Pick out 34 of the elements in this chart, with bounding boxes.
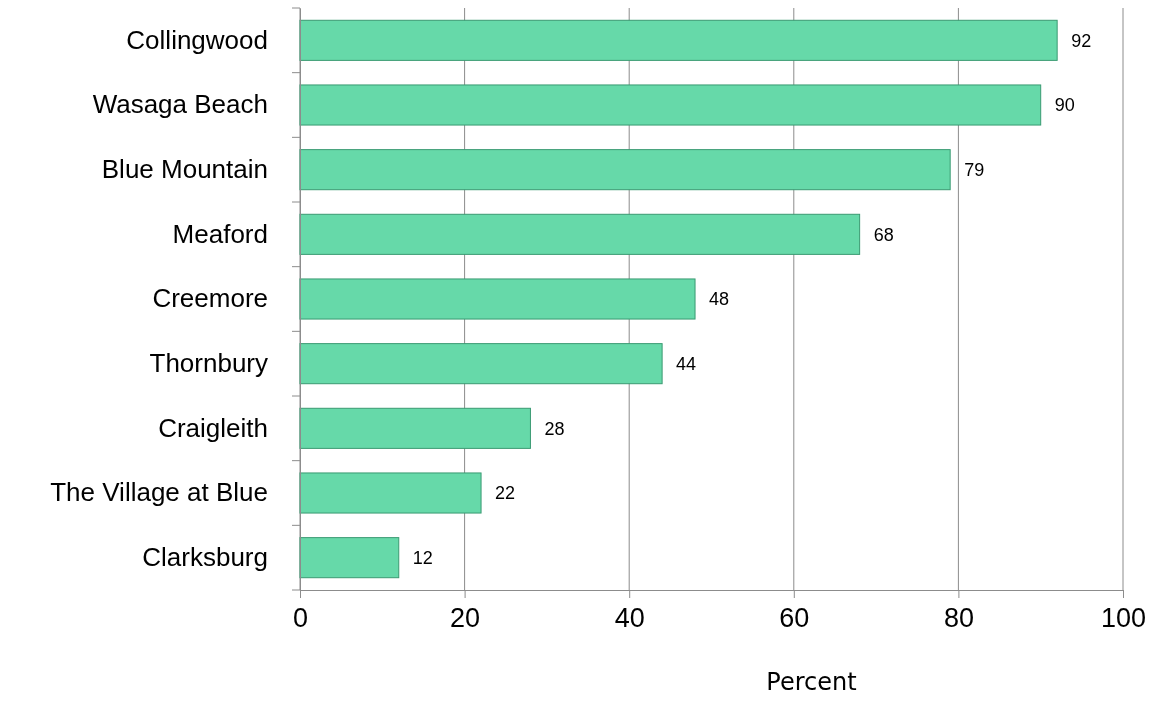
bar — [299, 278, 696, 320]
data-label: 22 — [495, 483, 516, 504]
data-label: 28 — [544, 418, 565, 439]
data-label: 48 — [709, 289, 730, 310]
data-label: 44 — [676, 353, 697, 374]
x-tick-label: 100 — [1100, 603, 1147, 634]
bar — [299, 149, 951, 191]
y-tick-label: Blue Mountain — [101, 153, 268, 184]
bar — [299, 343, 663, 385]
y-tick-label: Thornbury — [149, 347, 268, 378]
y-tick-label: Meaford — [172, 218, 268, 249]
x-tick-label: 20 — [450, 603, 481, 634]
y-tick-label: Wasaga Beach — [92, 89, 268, 120]
x-tick-label: 60 — [779, 603, 810, 634]
y-tick-label: Collingwood — [126, 24, 268, 55]
x-tick-label: 40 — [614, 603, 645, 634]
y-tick-label: Craigleith — [158, 412, 268, 443]
data-label: 68 — [873, 224, 894, 245]
y-tick-label: The Village at Blue — [50, 477, 268, 508]
data-label: 79 — [964, 159, 985, 180]
y-tick-label: Creemore — [152, 283, 268, 314]
data-label: 92 — [1071, 30, 1092, 51]
data-label: 12 — [412, 547, 433, 568]
bar — [299, 472, 482, 514]
bar — [299, 213, 861, 255]
bar — [299, 84, 1042, 126]
bar — [299, 537, 400, 579]
bar — [299, 407, 531, 449]
data-label: 90 — [1054, 95, 1075, 116]
y-tick-label: Clarksburg — [142, 541, 268, 572]
x-tick-label: 80 — [943, 603, 974, 634]
x-tick-label: 0 — [292, 603, 309, 634]
x-axis-title: Percent — [766, 668, 857, 696]
bar — [299, 19, 1058, 61]
